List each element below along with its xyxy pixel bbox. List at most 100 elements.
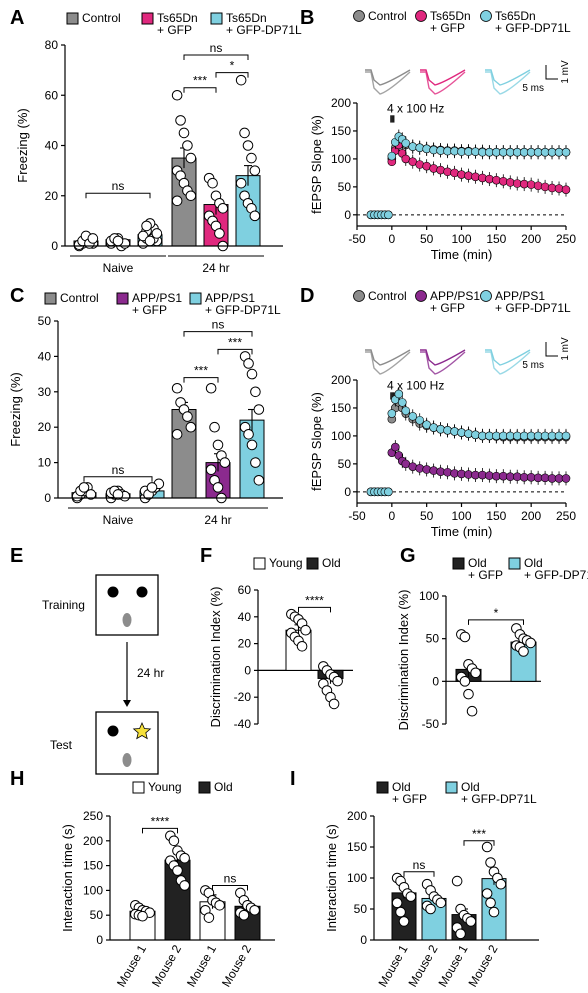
data-point: [178, 127, 190, 139]
data-point: [185, 190, 197, 202]
x-tick-label: 200: [521, 509, 541, 523]
legend-label: Old: [461, 780, 480, 794]
data-point: [239, 127, 250, 139]
legend-label: + GFP-DP71L: [524, 568, 588, 582]
data-point: [141, 220, 152, 232]
data-point: [112, 489, 124, 500]
data-point: [561, 185, 571, 194]
data-point: [250, 386, 261, 398]
legend-swatch: [44, 292, 57, 305]
panel-letter-i: I: [290, 768, 296, 790]
panel-b-chart: 0 50 100 150 200 -50 0 50 100 150 200 250 Time (min)…: [309, 9, 576, 262]
data-point: [450, 427, 459, 436]
data-point: [481, 841, 493, 853]
data-point: [179, 880, 190, 891]
x-tick-label: -50: [348, 509, 366, 523]
y-tick-label: 20: [38, 420, 52, 434]
data-point: [464, 429, 473, 438]
legend-swatch: [141, 12, 154, 25]
legend-label: Ts65Dn: [226, 11, 267, 25]
y-tick-label: 200: [347, 809, 367, 823]
data-point: [212, 482, 224, 493]
sample-trace: [485, 71, 531, 95]
data-point: [171, 89, 183, 101]
y-tick-label: 100: [419, 589, 439, 603]
data-point: [246, 152, 257, 164]
data-point: [525, 637, 536, 649]
y-tick-label: 50: [338, 457, 352, 471]
legend-label: APP/PS1: [430, 289, 480, 303]
data-point: [429, 466, 438, 475]
y-axis-label: Discrimination Index (%): [396, 590, 411, 731]
data-point: [492, 175, 501, 185]
category-label: Mouse 1: [114, 942, 149, 989]
y-tick-label: 100: [331, 152, 351, 166]
object-left: [107, 586, 119, 598]
data-point: [253, 475, 265, 486]
legend-swatch: [508, 557, 521, 570]
significance-bracket: [183, 54, 249, 61]
significance-label: ***: [194, 364, 208, 378]
sample-trace: [365, 351, 411, 375]
data-point: [415, 143, 425, 153]
data-point: [387, 151, 397, 161]
legend-swatch: [132, 781, 145, 794]
y-tick-label: 150: [331, 401, 351, 415]
data-point: [495, 878, 507, 890]
significance-bracket: [183, 331, 253, 337]
data-point: [137, 910, 148, 922]
data-point: [561, 147, 571, 157]
x-tick-label: -50: [348, 232, 366, 246]
data-point: [296, 640, 308, 652]
significance-bracket: [217, 348, 253, 355]
sample-trace: [365, 349, 411, 366]
data-point: [443, 426, 452, 435]
legend-swatch: [116, 292, 129, 305]
data-point: [171, 195, 183, 207]
x-tick-label: 0: [388, 232, 395, 246]
data-point: [394, 389, 404, 399]
y-tick-label: 0: [44, 491, 51, 505]
data-point: [561, 474, 571, 483]
y-tick-label: 0: [51, 239, 58, 253]
data-point: [78, 482, 90, 493]
significance-bracket: [403, 871, 435, 877]
significance-bracket: [142, 827, 178, 834]
data-point: [459, 631, 471, 643]
y-tick-label: 50: [90, 908, 104, 922]
x-tick-label: 100: [451, 509, 471, 523]
category-label: Mouse 2: [149, 942, 184, 989]
data-point: [397, 398, 407, 407]
legend-label: + GFP: [392, 792, 427, 806]
legend-label: + GFP: [157, 23, 192, 37]
significance-bracket: [463, 840, 495, 846]
y-axis-label: Freezing (%): [8, 372, 23, 446]
legend-label: Old: [214, 780, 233, 794]
y-tick-label: 50: [354, 902, 368, 916]
legend-swatch: [445, 781, 458, 794]
significance-bracket: [215, 72, 249, 78]
data-point: [481, 888, 493, 899]
significance-label: ns: [224, 871, 237, 885]
data-point: [391, 897, 403, 909]
x-tick-label: 0: [388, 509, 395, 523]
sample-trace: [485, 351, 531, 375]
y-tick-label: 40: [38, 349, 52, 363]
legend-label: APP/PS1: [205, 291, 255, 305]
data-point: [463, 688, 474, 700]
y-tick-label: 150: [83, 859, 103, 873]
data-point: [235, 74, 247, 86]
data-point: [485, 174, 494, 184]
legend-label: Control: [368, 289, 407, 303]
legend-label: Ts65Dn: [157, 11, 198, 25]
y-axis-label: Interaction time (s): [60, 824, 75, 932]
legend-label: Young: [269, 556, 303, 570]
data-point: [470, 667, 481, 679]
category-label: Mouse 2: [219, 942, 254, 989]
data-point: [214, 899, 225, 911]
legend-label: APP/PS1: [495, 289, 545, 303]
group-label: 24 hr: [202, 261, 229, 275]
x-tick-label: 150: [486, 509, 506, 523]
panel-e-diagram: Training 24 hr Test: [42, 574, 164, 775]
